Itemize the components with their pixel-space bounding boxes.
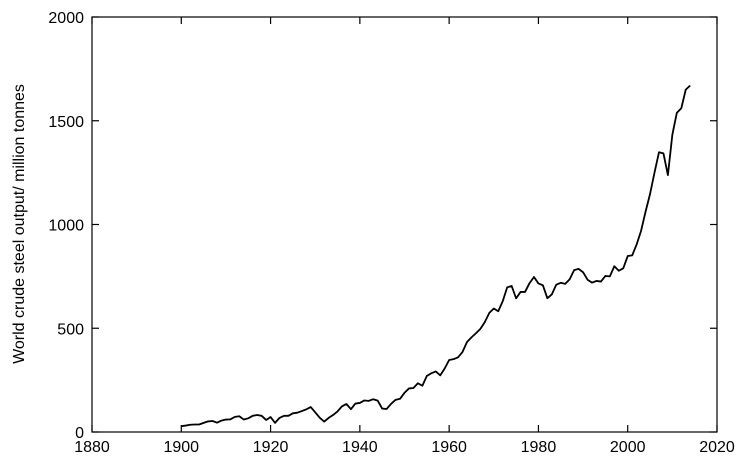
x-tick-label: 1980 xyxy=(521,439,557,456)
x-tick-label: 1920 xyxy=(253,439,289,456)
x-tick-label: 1900 xyxy=(163,439,199,456)
x-tick-label: 1960 xyxy=(431,439,467,456)
data-line xyxy=(181,84,691,428)
x-tick-label: 1940 xyxy=(342,439,378,456)
x-tick-label: 2020 xyxy=(699,439,735,456)
x-tick-label: 1880 xyxy=(74,439,110,456)
y-tick-label: 500 xyxy=(57,321,84,338)
y-tick-label: 1000 xyxy=(48,218,84,235)
plot-frame xyxy=(91,16,718,433)
y-tick-label: 1500 xyxy=(48,114,84,131)
y-tick-label: 0 xyxy=(75,425,84,442)
y-axis-label: World crude steel output/ million tonnes xyxy=(11,84,28,364)
x-tick-label: 2000 xyxy=(610,439,646,456)
y-tick-label: 2000 xyxy=(48,10,84,27)
